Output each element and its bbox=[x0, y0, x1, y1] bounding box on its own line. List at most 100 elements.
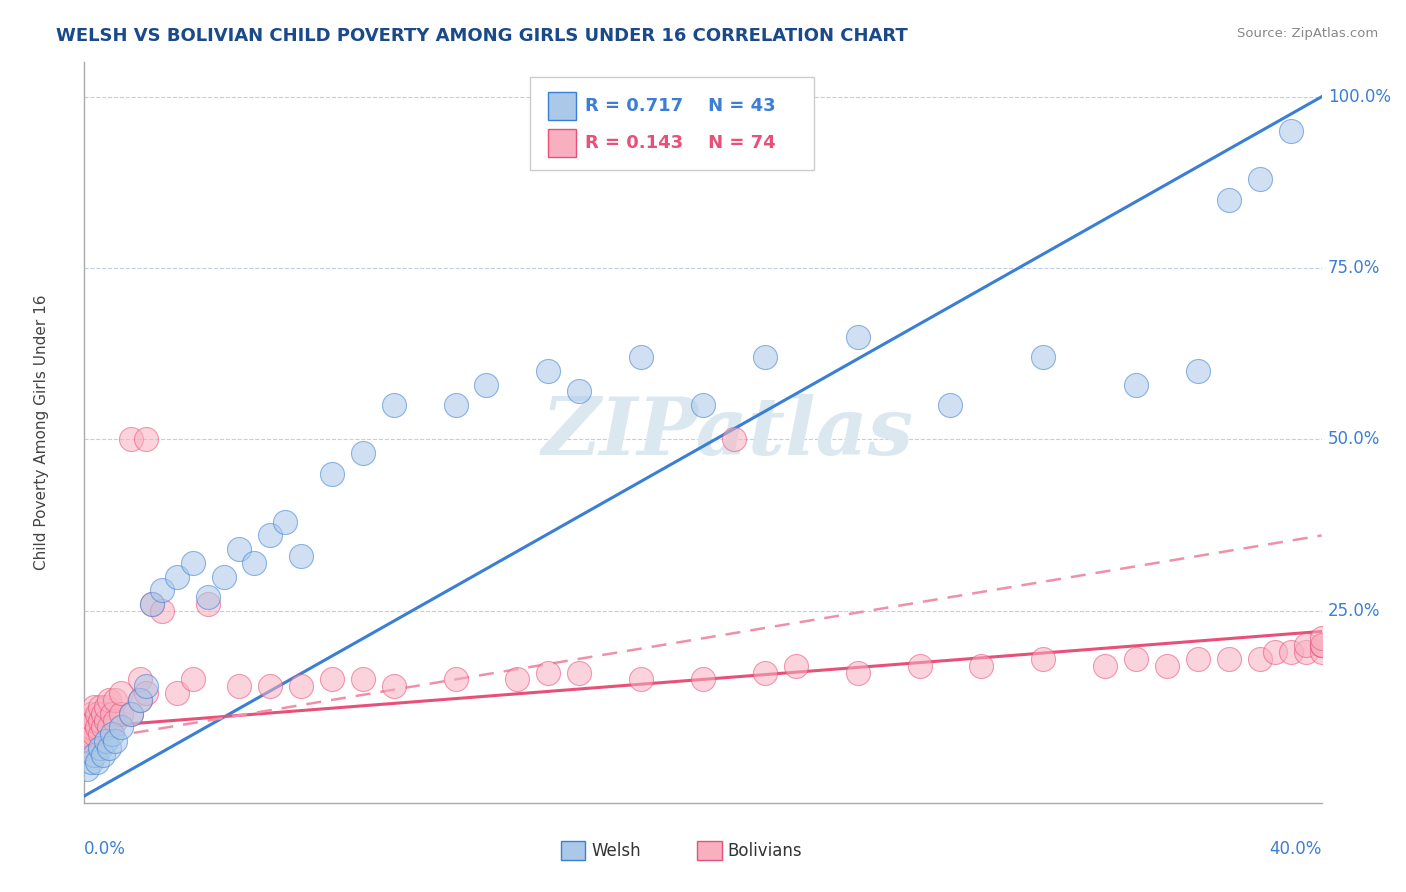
Point bbox=[110, 706, 132, 721]
Point bbox=[83, 727, 105, 741]
Point bbox=[321, 673, 343, 687]
Point bbox=[79, 720, 101, 734]
Point bbox=[79, 706, 101, 721]
Point bbox=[1156, 658, 1178, 673]
Point bbox=[1125, 652, 1147, 666]
Point bbox=[141, 597, 163, 611]
Point bbox=[129, 693, 152, 707]
Point bbox=[1125, 377, 1147, 392]
Text: 25.0%: 25.0% bbox=[1327, 602, 1381, 620]
Point bbox=[692, 673, 714, 687]
Point bbox=[135, 433, 157, 447]
Text: Bolivians: Bolivians bbox=[728, 842, 803, 860]
Point bbox=[89, 714, 111, 728]
Point bbox=[444, 398, 467, 412]
Point bbox=[939, 398, 962, 412]
Point bbox=[120, 433, 142, 447]
Point bbox=[76, 720, 98, 734]
Point bbox=[537, 364, 560, 378]
Point bbox=[1279, 645, 1302, 659]
Point bbox=[1279, 124, 1302, 138]
FancyBboxPatch shape bbox=[530, 78, 814, 169]
Point bbox=[321, 467, 343, 481]
Point bbox=[79, 755, 101, 769]
Point bbox=[86, 720, 108, 734]
Point bbox=[150, 604, 173, 618]
Point bbox=[382, 398, 405, 412]
Point bbox=[352, 446, 374, 460]
Point bbox=[86, 706, 108, 721]
Point bbox=[1218, 193, 1240, 207]
Point bbox=[228, 679, 250, 693]
Point bbox=[104, 693, 127, 707]
Point bbox=[1264, 645, 1286, 659]
Point bbox=[110, 720, 132, 734]
Point bbox=[98, 741, 121, 756]
Bar bbox=[697, 841, 721, 860]
Point bbox=[83, 699, 105, 714]
Point bbox=[259, 528, 281, 542]
Point bbox=[754, 665, 776, 680]
Point bbox=[89, 699, 111, 714]
Point bbox=[290, 679, 312, 693]
Point bbox=[129, 693, 152, 707]
Text: 40.0%: 40.0% bbox=[1270, 840, 1322, 858]
Point bbox=[120, 706, 142, 721]
Point bbox=[754, 350, 776, 364]
Point bbox=[73, 741, 96, 756]
Point bbox=[94, 714, 117, 728]
Point bbox=[197, 597, 219, 611]
Point bbox=[101, 706, 124, 721]
Point bbox=[475, 377, 498, 392]
Point bbox=[290, 549, 312, 563]
Point bbox=[568, 384, 591, 399]
Point bbox=[1032, 652, 1054, 666]
Text: 100.0%: 100.0% bbox=[1327, 87, 1391, 106]
Point bbox=[259, 679, 281, 693]
Point bbox=[1187, 364, 1209, 378]
Point bbox=[91, 747, 114, 762]
Point bbox=[141, 597, 163, 611]
Bar bbox=[548, 92, 575, 120]
Point bbox=[94, 699, 117, 714]
Point bbox=[104, 714, 127, 728]
Point bbox=[212, 569, 235, 583]
Point bbox=[630, 350, 652, 364]
Text: 0.0%: 0.0% bbox=[84, 840, 127, 858]
Point bbox=[228, 542, 250, 557]
Point bbox=[101, 727, 124, 741]
Point bbox=[1094, 658, 1116, 673]
Point bbox=[1295, 645, 1317, 659]
Point bbox=[76, 741, 98, 756]
Point bbox=[846, 329, 869, 343]
Text: Welsh: Welsh bbox=[592, 842, 641, 860]
Point bbox=[1310, 632, 1333, 646]
Point bbox=[630, 673, 652, 687]
Point bbox=[1310, 645, 1333, 659]
Point bbox=[94, 734, 117, 748]
Point bbox=[382, 679, 405, 693]
Bar bbox=[561, 841, 585, 860]
Point bbox=[1295, 638, 1317, 652]
Point bbox=[568, 665, 591, 680]
Point bbox=[166, 569, 188, 583]
Point bbox=[135, 679, 157, 693]
Text: Source: ZipAtlas.com: Source: ZipAtlas.com bbox=[1237, 27, 1378, 40]
Point bbox=[76, 762, 98, 776]
Point bbox=[274, 515, 297, 529]
Text: 75.0%: 75.0% bbox=[1327, 259, 1381, 277]
Point bbox=[166, 686, 188, 700]
Point bbox=[79, 734, 101, 748]
Point bbox=[76, 714, 98, 728]
Point bbox=[83, 714, 105, 728]
Point bbox=[785, 658, 807, 673]
Point bbox=[970, 658, 993, 673]
Point bbox=[135, 686, 157, 700]
Point bbox=[120, 706, 142, 721]
Point bbox=[110, 686, 132, 700]
Point bbox=[89, 741, 111, 756]
Point bbox=[181, 556, 204, 570]
Bar bbox=[548, 129, 575, 157]
Point bbox=[1249, 172, 1271, 186]
Point bbox=[129, 673, 152, 687]
